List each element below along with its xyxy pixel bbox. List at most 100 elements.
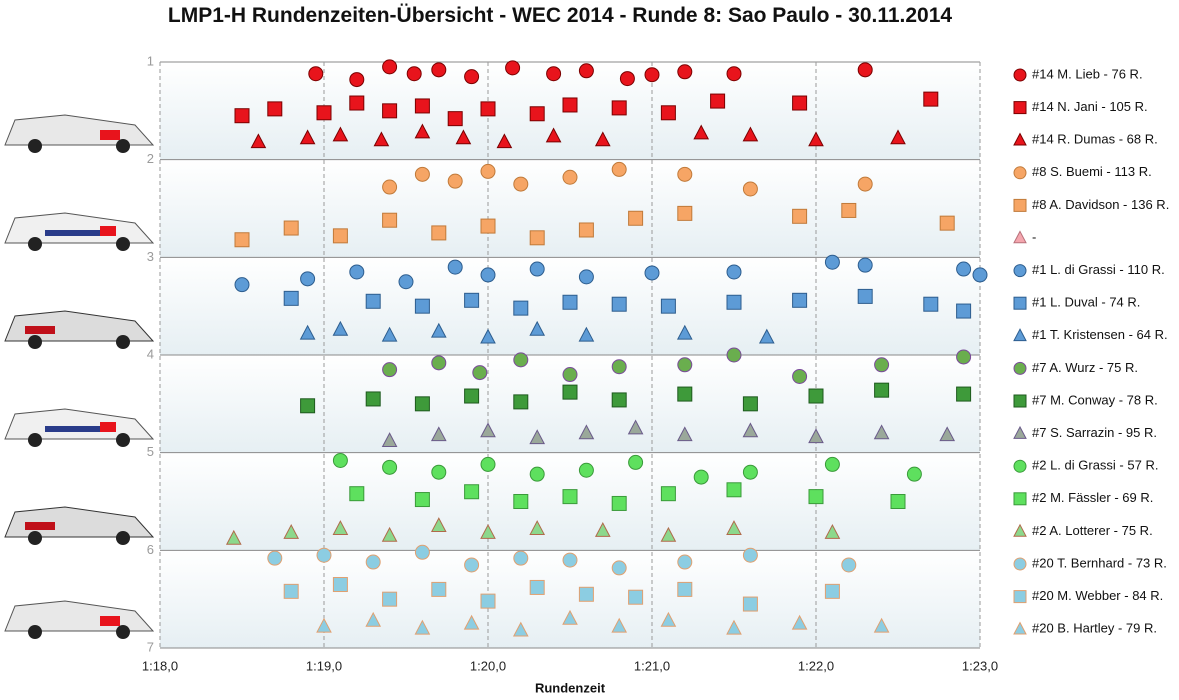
data-point [792, 208, 808, 224]
data-point [529, 320, 546, 336]
data-point [316, 105, 332, 121]
legend-label: #20 T. Bernhard - 73 R. [1032, 555, 1167, 570]
data-point [676, 324, 693, 340]
legend-marker [1013, 590, 1027, 604]
data-point [234, 108, 250, 124]
data-point [956, 349, 972, 365]
data-point [455, 129, 472, 145]
data-point [480, 456, 496, 472]
data-point [513, 300, 529, 316]
data-point [808, 131, 824, 147]
data-point [480, 593, 496, 609]
data-point [792, 292, 808, 308]
data-point [431, 225, 447, 241]
data-point [660, 526, 677, 542]
data-point [308, 66, 324, 82]
y-tick-label: 4 [147, 346, 154, 361]
data-point [414, 166, 430, 182]
legend-marker [1013, 492, 1027, 506]
data-point [677, 581, 693, 597]
data-point [562, 552, 578, 568]
data-point [431, 581, 447, 597]
data-point [874, 357, 890, 373]
x-tick-label: 1:20,0 [470, 658, 506, 673]
legend-label: #1 L. Duval - 74 R. [1032, 295, 1140, 310]
data-point [791, 614, 808, 630]
y-tick-label: 7 [147, 639, 154, 654]
data-point [299, 324, 316, 340]
data-point [660, 105, 676, 121]
data-point [644, 265, 660, 281]
data-point [677, 386, 693, 402]
data-point [480, 267, 496, 283]
data-point [529, 520, 546, 535]
data-point [529, 106, 545, 122]
data-point [480, 101, 496, 117]
data-point [382, 179, 398, 195]
data-point [677, 357, 693, 373]
data-point [628, 454, 644, 470]
data-point [464, 69, 480, 85]
data-point [529, 466, 545, 482]
legend-marker [1013, 361, 1027, 375]
data-point [447, 173, 463, 189]
data-point [742, 596, 758, 612]
data-point [923, 296, 939, 312]
data-point [382, 459, 398, 475]
data-point [480, 328, 496, 344]
data-point [512, 621, 529, 637]
data-point [406, 66, 422, 82]
data-point [382, 59, 398, 75]
data-point [857, 176, 873, 192]
data-point [578, 222, 594, 238]
data-point [381, 432, 398, 448]
data-point [628, 210, 644, 226]
data-point [939, 426, 956, 442]
data-point [382, 362, 398, 378]
data-point [611, 100, 627, 116]
data-point [611, 560, 627, 576]
data-point [234, 232, 250, 248]
data-point [529, 579, 545, 595]
legend-marker [1013, 101, 1027, 115]
legend-label: #2 M. Fässler - 69 R. [1032, 490, 1153, 505]
plot-area [159, 61, 981, 649]
data-point [225, 529, 242, 545]
data-point [381, 326, 398, 342]
data-point [726, 264, 742, 280]
data-point [480, 163, 496, 179]
data-point [890, 129, 906, 145]
legend-label: #14 M. Lieb - 76 R. [1032, 66, 1143, 81]
data-point [447, 111, 463, 127]
data-point [430, 426, 447, 442]
data-point [792, 368, 808, 384]
data-point [841, 202, 857, 218]
data-point [332, 126, 349, 142]
legend-marker [1013, 296, 1027, 310]
legend-marker [1013, 166, 1027, 180]
data-point [956, 303, 972, 319]
data-point [742, 126, 759, 142]
data-point [464, 292, 480, 308]
data-point [447, 259, 463, 275]
data-point [513, 494, 529, 509]
data-point [824, 583, 840, 599]
data-point [316, 547, 332, 563]
data-point [726, 482, 742, 498]
data-point [300, 271, 316, 287]
data-point [480, 523, 496, 539]
data-point [562, 294, 578, 310]
x-tick-label: 1:23,0 [962, 658, 998, 673]
data-point [857, 257, 873, 273]
data-point [365, 611, 382, 627]
data-point [430, 517, 447, 533]
legend-label: #14 N. Jani - 105 R. [1032, 99, 1148, 114]
data-point [824, 523, 841, 539]
data-point [562, 97, 578, 113]
data-point [480, 218, 496, 234]
data-point [472, 365, 488, 381]
data-point [496, 133, 513, 149]
legend-marker [1013, 132, 1027, 146]
data-point [234, 277, 250, 293]
